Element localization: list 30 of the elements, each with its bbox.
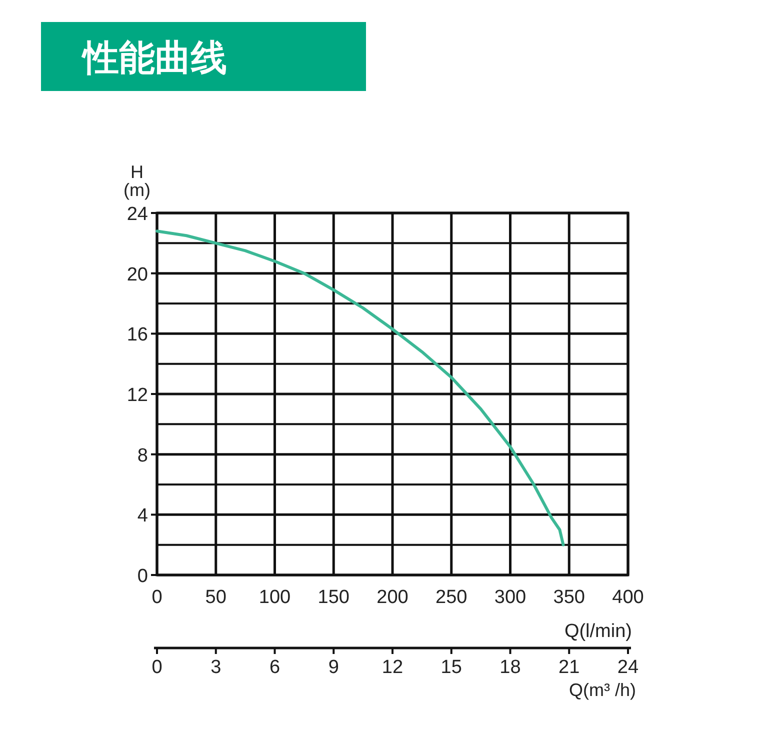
y-tick-label: 0 [137, 566, 148, 587]
x2-tick-label: 18 [500, 657, 521, 678]
x2-tick-label: 15 [440, 657, 462, 678]
x-tick-label: 150 [318, 587, 350, 608]
y-tick-label: 16 [126, 324, 148, 346]
x2-tick-label: 6 [269, 657, 280, 678]
line-series [156, 230, 565, 546]
y-tick-label: 20 [126, 264, 148, 286]
x2-tick-label: 12 [382, 657, 404, 678]
chart-title: 性能曲线 [81, 37, 227, 78]
x2-tick-label: 9 [328, 657, 339, 678]
x-tick-label: 50 [205, 587, 226, 608]
y-tick-label: 24 [126, 204, 148, 225]
x-tick-label: 250 [436, 587, 468, 608]
y-axis-title: H (m) [124, 162, 150, 200]
x-tick-label: 350 [553, 587, 585, 608]
y-tick-label: 4 [137, 506, 148, 527]
x2-tick-label: 24 [617, 657, 639, 678]
x2-tick-label: 3 [210, 657, 222, 678]
x-tick-label: 100 [258, 587, 291, 608]
x2-axis-title: Q(m³ /h) [569, 680, 636, 700]
x-tick-label: 200 [376, 587, 408, 608]
x-tick-label: 300 [494, 587, 526, 608]
x-axis-title: Q(l/min) [564, 621, 632, 642]
y-tick-label: 8 [137, 445, 148, 466]
x-tick-label: 400 [612, 587, 644, 608]
x-tick-label: 0 [152, 587, 162, 608]
y-tick-label: 12 [126, 385, 148, 406]
x2-tick-label: 21 [558, 657, 580, 678]
x2-tick-label: 0 [152, 657, 162, 678]
